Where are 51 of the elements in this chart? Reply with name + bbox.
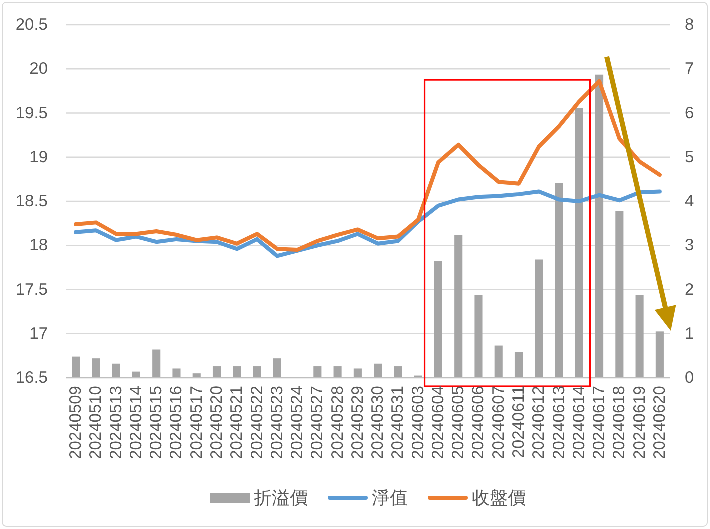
x-tick-label: 20240513 (107, 386, 126, 460)
x-tick-label: 20240620 (650, 386, 669, 460)
y-tick-label: 18.5 (16, 192, 48, 210)
x-tick-label: 20240514 (127, 386, 146, 460)
x-tick-label: 20240517 (188, 386, 206, 460)
y-tick-label: 20 (30, 60, 48, 78)
y2-tick-label: 2 (685, 280, 694, 299)
y2-tick-label: 7 (685, 60, 694, 78)
x-tick-label: 20240613 (550, 386, 568, 460)
y2-tick-label: 0 (685, 369, 694, 387)
x-tick-label: 20240619 (630, 386, 649, 460)
x-tick-label: 20240607 (490, 386, 508, 460)
y-tick-label: 20.5 (16, 16, 48, 34)
x-tick-label: 20240528 (328, 386, 347, 460)
x-tick-label: 20240521 (228, 386, 246, 460)
y-tick-label: 19 (30, 148, 48, 166)
x-tick-label: 20240510 (87, 386, 106, 460)
x-tick-label: 20240509 (67, 386, 86, 460)
legend-label: 折溢價 (254, 488, 308, 508)
x-tick-label: 20240516 (168, 386, 186, 460)
y-tick-label: 19.5 (16, 104, 48, 122)
y2-tick-label: 1 (685, 324, 694, 343)
x-tick-label: 20240604 (429, 386, 448, 460)
x-tick-label: 20240524 (288, 386, 307, 460)
x-tick-label: 20240530 (369, 386, 388, 460)
x-tick-label: 20240606 (470, 386, 488, 460)
y-tick-label: 17.5 (16, 280, 48, 299)
x-tick-label: 20240529 (348, 386, 367, 460)
y2-tick-label: 4 (685, 192, 694, 210)
x-tick-label: 20240522 (248, 386, 266, 460)
x-tick-label: 20240603 (409, 386, 428, 460)
x-tick-label: 20240520 (208, 386, 226, 460)
y2-tick-label: 6 (685, 104, 694, 122)
x-tick-label: 20240527 (308, 386, 327, 460)
x-tick-label: 20240611 (510, 386, 528, 458)
y2-tick-label: 5 (685, 148, 694, 166)
x-tick-label: 20240612 (530, 386, 548, 460)
y2-tick-label: 8 (685, 16, 694, 34)
x-tick-label: 20240515 (148, 386, 166, 460)
y-tick-label: 18 (30, 236, 48, 255)
x-tick-label: 20240614 (570, 386, 588, 460)
y-tick-label: 16.5 (16, 369, 48, 387)
legend-label: 收盤價 (472, 488, 526, 508)
y-tick-label: 17 (30, 324, 48, 343)
x-tick-label: 20240531 (389, 386, 408, 460)
y2-tick-label: 3 (685, 236, 694, 255)
x-tick-label: 20240523 (268, 386, 286, 460)
x-tick-label: 20240618 (610, 386, 629, 460)
legend-label: 淨值 (372, 488, 408, 508)
x-tick-label: 20240605 (450, 386, 468, 460)
x-tick-label: 20240617 (590, 386, 609, 460)
